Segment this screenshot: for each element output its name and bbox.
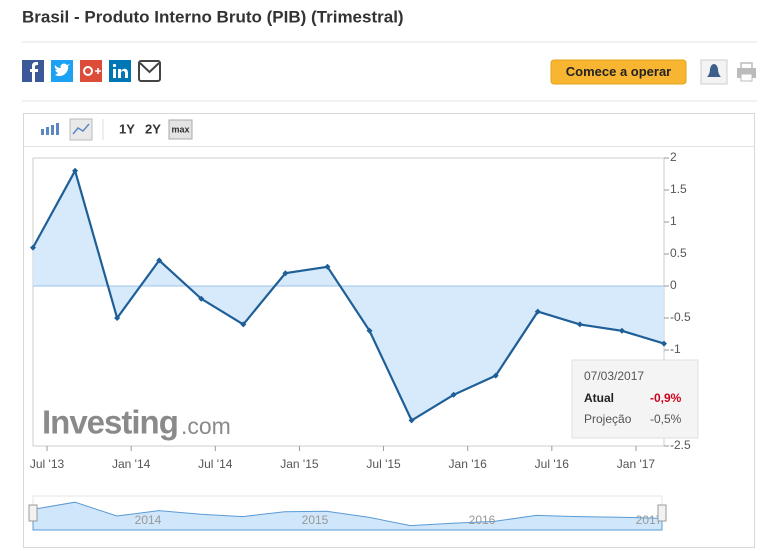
point [282,270,289,277]
plot: 2 1.5 1 0.5 0 -0.5 -1 -2.5 Jul '13 Jan '14 Jul '14… [30,150,691,471]
point [240,321,247,328]
point [72,167,79,174]
point [324,263,331,270]
page-title: Brasil - Produto Interno Bruto (PIB) (Tr… [22,7,404,26]
point [198,295,205,302]
facebook-glyph [30,62,38,82]
print-icon[interactable] [737,62,756,82]
navigator-label: 2016 [469,513,496,527]
range-button[interactable]: 2Y [145,121,161,136]
twitter-glyph [54,63,70,77]
range-button-frame[interactable] [168,119,193,140]
chart-type-bar[interactable] [41,123,59,135]
point [408,417,415,424]
x-tick-label: Jul '15 [366,457,401,471]
linkedin-dot [112,63,117,68]
printer-paper [740,73,753,82]
y-tick-label: -1 [670,342,681,356]
y-tick-label: 0 [670,278,677,292]
tooltip: 07/03/2017 Atual -0,9% Projeção -0,5% [571,359,699,439]
googleplus-plus [95,68,101,74]
point [156,257,163,264]
point [576,321,583,328]
icon-bar [56,123,59,135]
email-glyph [139,62,160,74]
watermark-brand: Investing [42,404,178,441]
point [661,340,667,347]
email-icon[interactable] [138,60,161,82]
point [492,372,499,379]
range-button[interactable]: max [171,124,189,134]
tooltip-box [571,359,699,439]
tooltip-label: Atual [584,391,614,405]
watermark-suffix: .com [181,413,231,439]
printer-top [740,62,753,70]
range-button[interactable]: 1Y [119,121,135,136]
x-tick-label: Jul '14 [198,457,233,471]
point [366,327,373,334]
trade-button[interactable] [550,59,687,85]
linkedin-glyph [113,68,128,78]
icon-bar [51,125,54,135]
trade-button-label: Comece a operar [566,64,672,79]
x-tick-label: Jan '17 [617,457,656,471]
y-tick-label: 1.5 [670,182,687,196]
x-tick-label: Jul '16 [535,457,570,471]
navigator-label: 2014 [135,513,162,527]
navigator-label: 2017 [636,513,663,527]
line [32,167,665,422]
y-tick-label: 2 [670,150,677,164]
tooltip-value: -0,9% [650,391,682,405]
y-tick-label: -0.5 [670,310,691,324]
point [618,327,625,334]
printer-body [737,68,756,78]
googleplus-glyph [83,66,93,76]
y-tick-label: 1 [670,214,677,228]
icon-bar [41,129,44,135]
bell-glyph [707,64,721,77]
navigator: 2014 2015 2016 2017 [28,495,667,531]
x-tick-label: Jan '15 [280,457,319,471]
point [534,308,541,315]
x-tick-label: Jan '16 [449,457,488,471]
point [114,315,121,321]
navigator-handle [28,504,38,522]
share-icons [22,60,161,82]
tooltip-value: -0,5% [650,412,682,426]
navigator-label: 2015 [302,513,329,527]
navigator-handle [657,504,667,522]
y-tick-label: 0.5 [670,246,687,260]
y-tick-label: -2.5 [670,438,691,452]
x-tick-label: Jul '13 [30,457,65,471]
point [450,391,457,398]
tooltip-date: 07/03/2017 [584,369,644,383]
tooltip-label: Projeção [584,412,632,426]
icon-bar [46,127,49,135]
line-glyph [72,123,90,135]
x-tick-label: Jan '14 [112,457,151,471]
point [30,244,36,251]
